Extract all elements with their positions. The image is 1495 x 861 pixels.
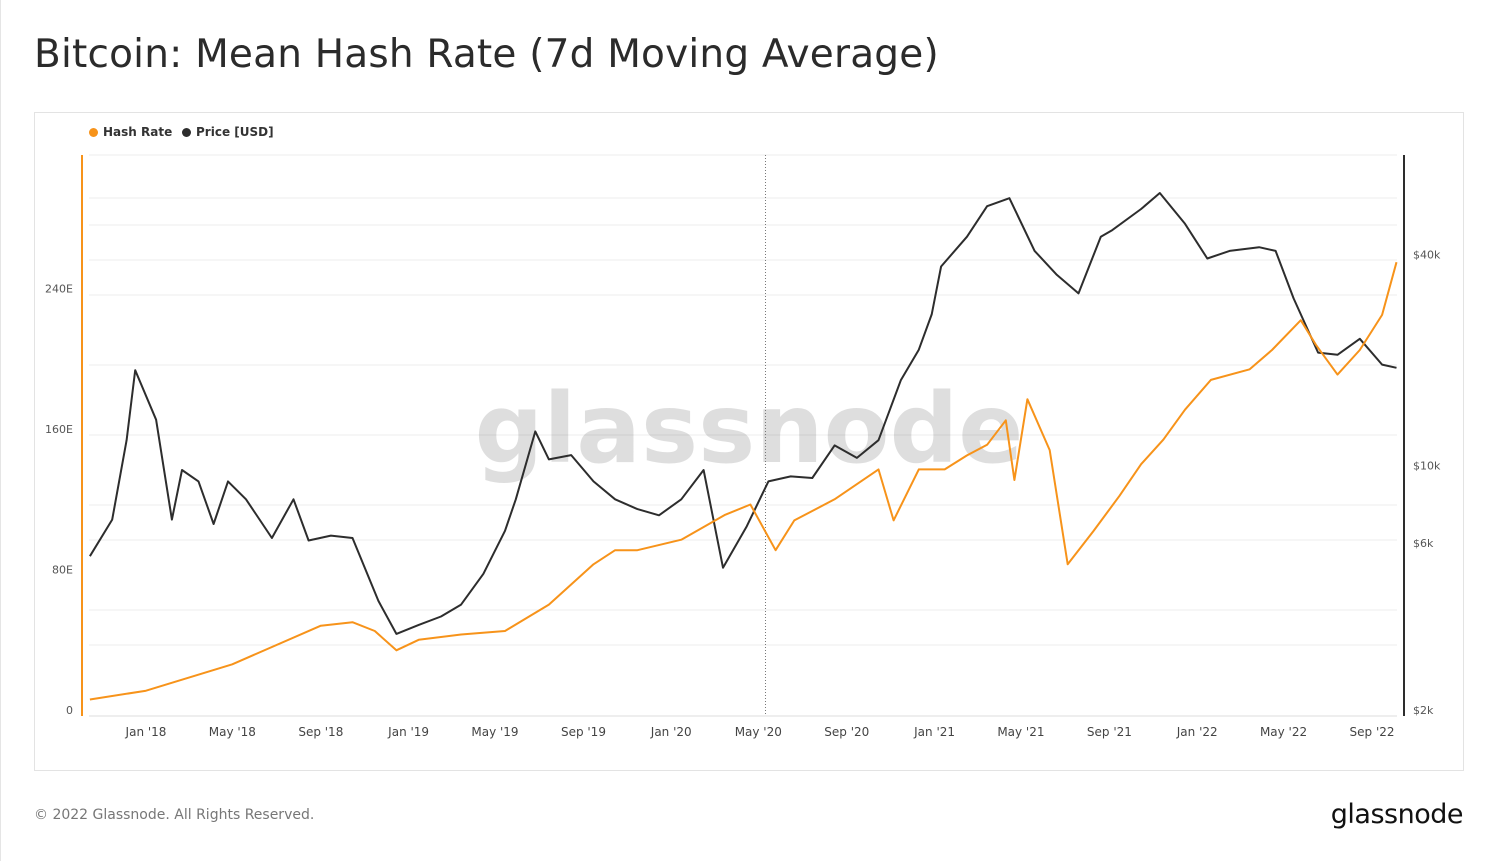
copyright-footer: © 2022 Glassnode. All Rights Reserved. bbox=[34, 807, 315, 823]
x-tick-label: May '21 bbox=[997, 725, 1044, 739]
x-tick-label: Jan '22 bbox=[1176, 725, 1218, 739]
legend-label: Hash Rate bbox=[103, 125, 173, 139]
chart-card bbox=[34, 112, 1464, 771]
y-right-tick-label: $10k bbox=[1413, 459, 1441, 472]
y-left-tick-label: 160E bbox=[45, 423, 73, 436]
hash-rate-dot-icon bbox=[89, 127, 98, 137]
x-tick-label: May '19 bbox=[471, 725, 518, 739]
y-right-tick-label: $2k bbox=[1413, 704, 1434, 717]
glassnode-logo: glassnode bbox=[1330, 799, 1464, 830]
price-line bbox=[89, 192, 1397, 635]
hash-rate-line bbox=[89, 261, 1398, 701]
x-tick-label: Jan '19 bbox=[387, 725, 429, 739]
page-title: Bitcoin: Mean Hash Rate (7d Moving Avera… bbox=[34, 32, 939, 77]
y-left-tick-label: 0 bbox=[66, 704, 73, 717]
x-tick-label: Sep '18 bbox=[298, 725, 343, 739]
y-left-tick-label: 240E bbox=[45, 283, 73, 296]
x-tick-label: Sep '21 bbox=[1087, 725, 1132, 739]
legend-hash-rate[interactable]: Hash Rate bbox=[89, 125, 172, 139]
legend-label: Price [USD] bbox=[196, 125, 274, 139]
y-right-tick-label: $6k bbox=[1413, 537, 1434, 550]
x-tick-label: Sep '20 bbox=[824, 725, 869, 739]
x-tick-label: Sep '22 bbox=[1350, 725, 1395, 739]
x-tick-label: Jan '18 bbox=[125, 725, 167, 739]
x-tick-label: May '18 bbox=[209, 725, 256, 739]
legend-price[interactable]: Price [USD] bbox=[182, 125, 274, 139]
x-tick-label: Sep '19 bbox=[561, 725, 606, 739]
y-left-tick-label: 80E bbox=[52, 564, 73, 577]
y-right-tick-label: $40k bbox=[1413, 249, 1441, 262]
watermark: glassnode bbox=[475, 373, 1024, 485]
price-dot-icon bbox=[182, 127, 191, 137]
x-tick-label: Jan '21 bbox=[913, 725, 955, 739]
x-tick-label: May '22 bbox=[1260, 725, 1307, 739]
x-tick-label: May '20 bbox=[735, 725, 782, 739]
x-tick-label: Jan '20 bbox=[650, 725, 692, 739]
